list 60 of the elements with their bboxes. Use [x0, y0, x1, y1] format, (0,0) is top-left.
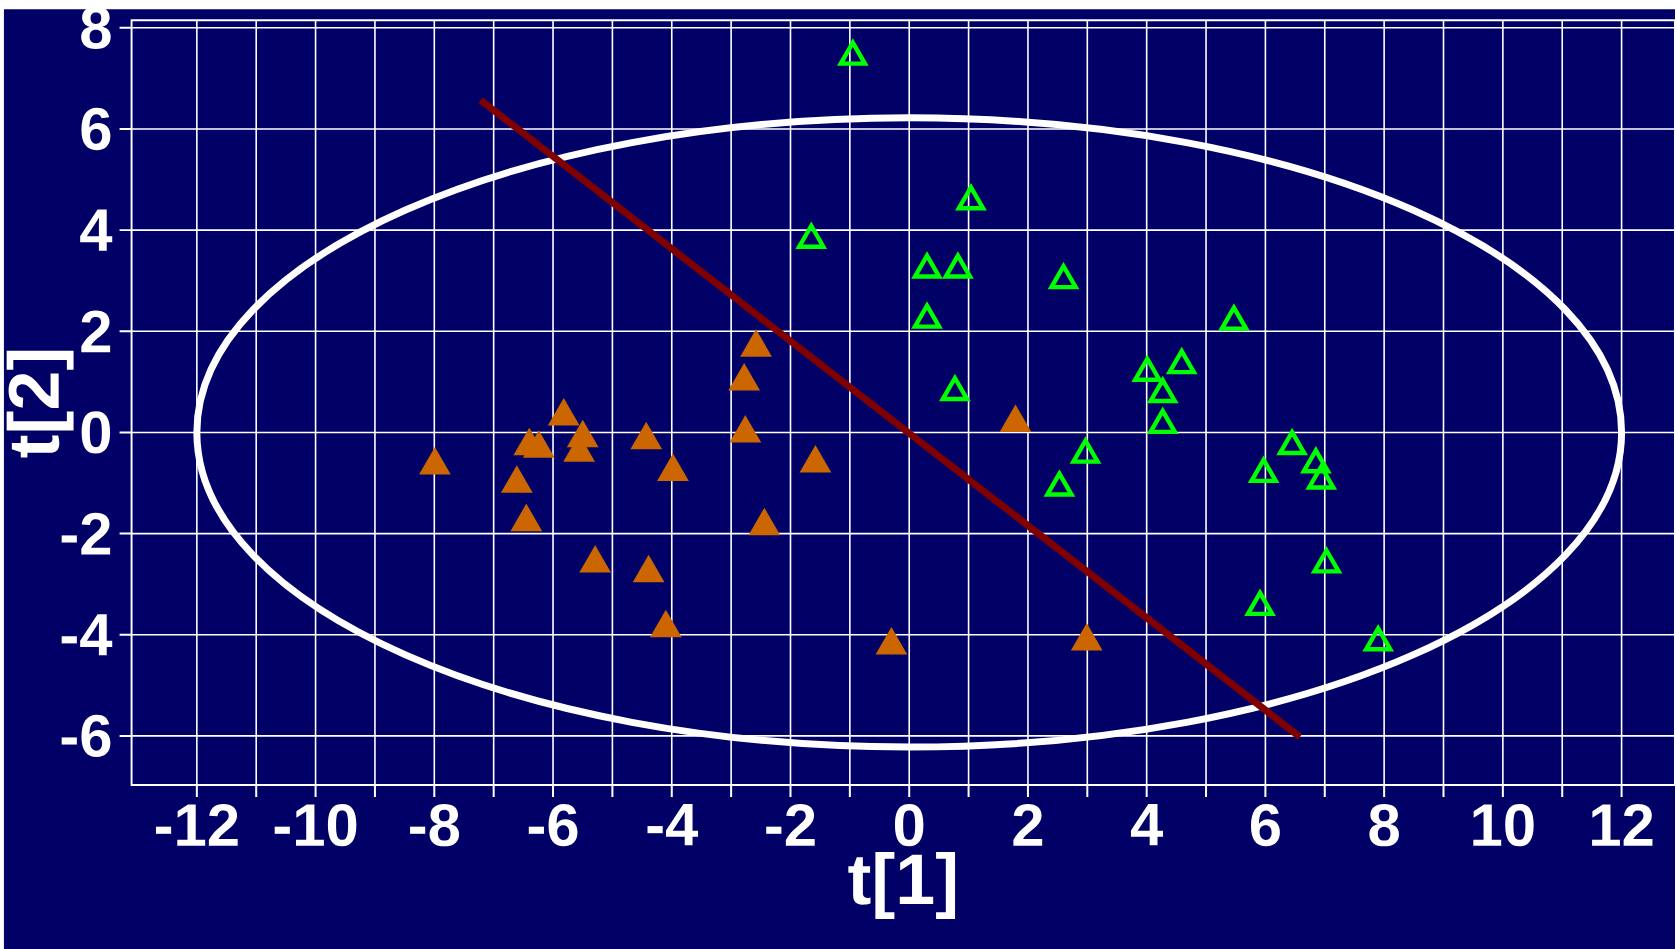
x-tick-label: 2	[1013, 803, 1043, 846]
point	[502, 467, 532, 493]
point	[1312, 548, 1341, 574]
point	[731, 417, 760, 443]
point	[796, 223, 826, 249]
x-tick-label: -2	[766, 803, 815, 846]
x-tick-label: -12	[155, 803, 238, 846]
point	[956, 184, 986, 211]
point	[912, 303, 942, 329]
point	[510, 503, 542, 532]
point	[580, 547, 610, 573]
point	[838, 40, 868, 66]
x-tick-label: 10	[1473, 803, 1534, 847]
point	[1244, 588, 1276, 616]
point	[877, 628, 906, 655]
y-tick-label: 2	[81, 310, 111, 352]
point	[1363, 625, 1393, 652]
point	[1045, 471, 1074, 497]
point	[630, 421, 662, 450]
point	[1219, 305, 1249, 331]
point	[1071, 438, 1100, 464]
y-tick-label: -6	[61, 714, 111, 757]
point	[549, 399, 578, 426]
x-tick-label: -4	[647, 803, 699, 845]
y-tick-label: -2	[61, 512, 111, 555]
y-axis-title: t[2]	[6, 350, 74, 458]
y-tick-label: 6	[81, 107, 111, 150]
point	[1001, 406, 1030, 432]
y-tick-label: 4	[80, 209, 113, 251]
x-tick-label: -6	[528, 803, 578, 847]
point	[1301, 447, 1331, 474]
point	[1072, 624, 1101, 651]
point	[912, 253, 942, 279]
y-tick-label: 8	[81, 6, 111, 49]
x-tick-label: -10	[274, 803, 357, 847]
x-tick-label: 6	[1250, 803, 1280, 847]
point	[729, 364, 759, 391]
point	[567, 419, 599, 448]
x-tick-label: 8	[1369, 803, 1399, 847]
x-tick-label: 0	[894, 803, 924, 847]
point	[657, 453, 689, 481]
point	[943, 253, 973, 279]
point	[939, 373, 971, 402]
x-tick-label: 4	[1130, 803, 1164, 845]
point	[801, 446, 830, 473]
x-tick-label: -8	[410, 803, 460, 847]
point	[741, 331, 771, 357]
x-axis-title: t[1]	[848, 851, 956, 919]
point	[1276, 427, 1308, 456]
point	[1132, 356, 1162, 382]
point	[1148, 408, 1177, 434]
y-tick-label: -4	[61, 613, 113, 656]
point	[524, 432, 554, 458]
point	[420, 448, 450, 475]
point	[1306, 464, 1336, 490]
point	[1147, 375, 1179, 404]
y-tick-label: 0	[81, 411, 111, 454]
point	[1166, 346, 1198, 375]
x-tick-label: 12	[1592, 803, 1653, 846]
point	[650, 609, 682, 638]
